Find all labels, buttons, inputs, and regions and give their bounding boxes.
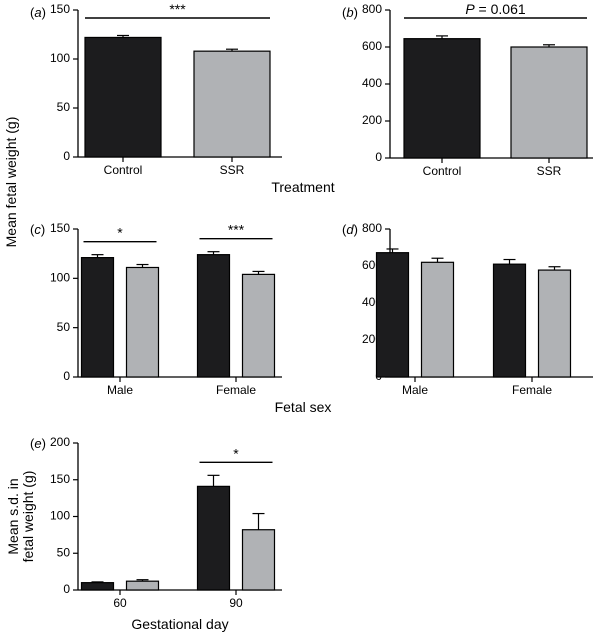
x-tick-label-d: Male — [402, 383, 428, 397]
y-tick-label-c: 0 — [63, 369, 70, 383]
panel-label-b: (b) — [342, 5, 358, 20]
x-tick-label-b: Control — [423, 164, 462, 178]
panel-label-c: (c) — [30, 222, 45, 237]
y-tick-label-a: 50 — [57, 100, 71, 114]
panel-b: (b) 0 200 400 600 800 Control SSR P = 0.061 — [342, 1, 593, 178]
shared-xlabel-treatment: Treatment — [271, 179, 334, 195]
shared-xlabel-fetal-sex: Fetal sex — [275, 399, 332, 415]
y-tick-label-e: 50 — [57, 545, 71, 559]
x-tick-label-a: Control — [104, 163, 143, 177]
y-tick-label-a: 150 — [50, 2, 70, 16]
y-tick-label-a: 0 — [63, 149, 70, 163]
y-axis-title-e: Mean s.d. in — [5, 478, 21, 554]
y-tick-label-c: 100 — [50, 271, 70, 285]
y-tick-label-e: 0 — [63, 582, 70, 596]
y-axis-title-e: fetal weight (g) — [20, 471, 36, 563]
x-tick-label-c: Female — [216, 383, 256, 397]
bar-a — [84, 36, 162, 158]
y-tick-label-c: 50 — [57, 320, 71, 334]
bar-d — [492, 263, 527, 378]
bar-c — [241, 273, 276, 378]
x-tick-label-a: SSR — [220, 163, 245, 177]
bar-e — [80, 582, 115, 591]
significance-label-b: P = 0.061 — [465, 1, 526, 17]
y-tick-label-b: 0 — [375, 150, 382, 164]
bar-b — [510, 46, 588, 159]
bar-b — [403, 38, 481, 159]
y-tick-label-e: 100 — [50, 509, 70, 523]
bar-c — [196, 254, 231, 378]
panel-label-d: (d) — [342, 222, 358, 237]
bar-e — [125, 580, 160, 591]
panel-label-e: (e) — [30, 436, 46, 451]
panel-e: (e) 0 50 100 150 200 60 90 * Mean s.d. in fetal we… — [5, 435, 282, 632]
panel-label-a: (a) — [30, 5, 46, 20]
bar-d — [537, 269, 572, 378]
significance-label-a: *** — [169, 1, 186, 17]
bar-e — [241, 529, 276, 591]
x-tick-label-b: SSR — [537, 164, 562, 178]
x-axis-title-e: Gestational day — [131, 616, 228, 632]
x-tick-label-e: 90 — [229, 596, 243, 610]
y-tick-label-b: 600 — [362, 39, 382, 53]
panel-a: (a) 0 50 100 150 Control SSR *** — [30, 1, 282, 177]
bar-a — [193, 50, 271, 158]
x-tick-label-d: Female — [512, 383, 552, 397]
bar-d — [375, 252, 410, 378]
x-tick-label-c: Male — [107, 383, 133, 397]
shared-ylabel: Mean fetal weight (g) — [3, 117, 19, 248]
bar-c — [80, 257, 115, 378]
significance-label-c: *** — [228, 222, 245, 238]
panel-d: (d)0200400600800MaleFemale — [342, 221, 593, 397]
y-tick-label-b: 200 — [362, 113, 382, 127]
y-tick-label-e: 200 — [50, 435, 70, 449]
bar-d — [420, 261, 455, 378]
y-tick-label-b: 800 — [362, 2, 382, 16]
y-tick-label-a: 100 — [50, 51, 70, 65]
y-tick-label-c: 150 — [50, 221, 70, 235]
y-tick-label-b: 400 — [362, 76, 382, 90]
significance-label-e: * — [233, 445, 239, 461]
bar-e — [196, 485, 231, 591]
y-tick-label-e: 150 — [50, 472, 70, 486]
y-tick-label-d: 800 — [362, 221, 382, 235]
significance-label-c: * — [117, 225, 123, 241]
x-tick-label-e: 60 — [113, 596, 127, 610]
bar-c — [125, 266, 160, 378]
